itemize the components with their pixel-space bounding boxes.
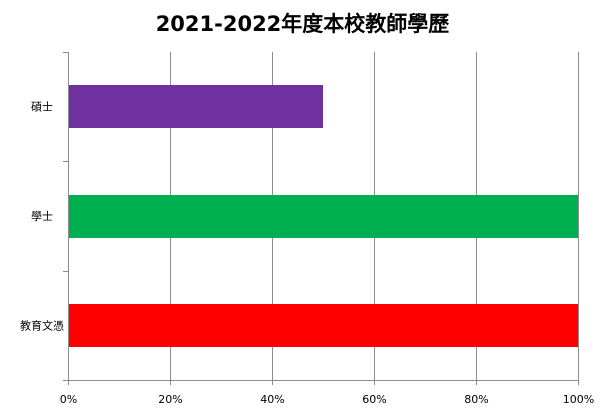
bar-2 [69,195,578,238]
bar-1 [69,85,323,128]
x-tick-label: 20% [158,393,182,406]
category-label: 教育文憑 [20,318,64,332]
x-tick-label: 100% [563,393,594,406]
category-label: 學士 [31,210,53,223]
x-tick-label: 80% [464,393,488,406]
category-label: 碩士 [31,101,53,114]
x-tick-label: 40% [260,393,284,406]
chart-title: 2021-2022年度本校教師學歷 [155,12,450,36]
bar-3 [69,304,578,347]
x-tick-label: 0% [60,393,77,406]
x-tick-label: 60% [362,393,386,406]
